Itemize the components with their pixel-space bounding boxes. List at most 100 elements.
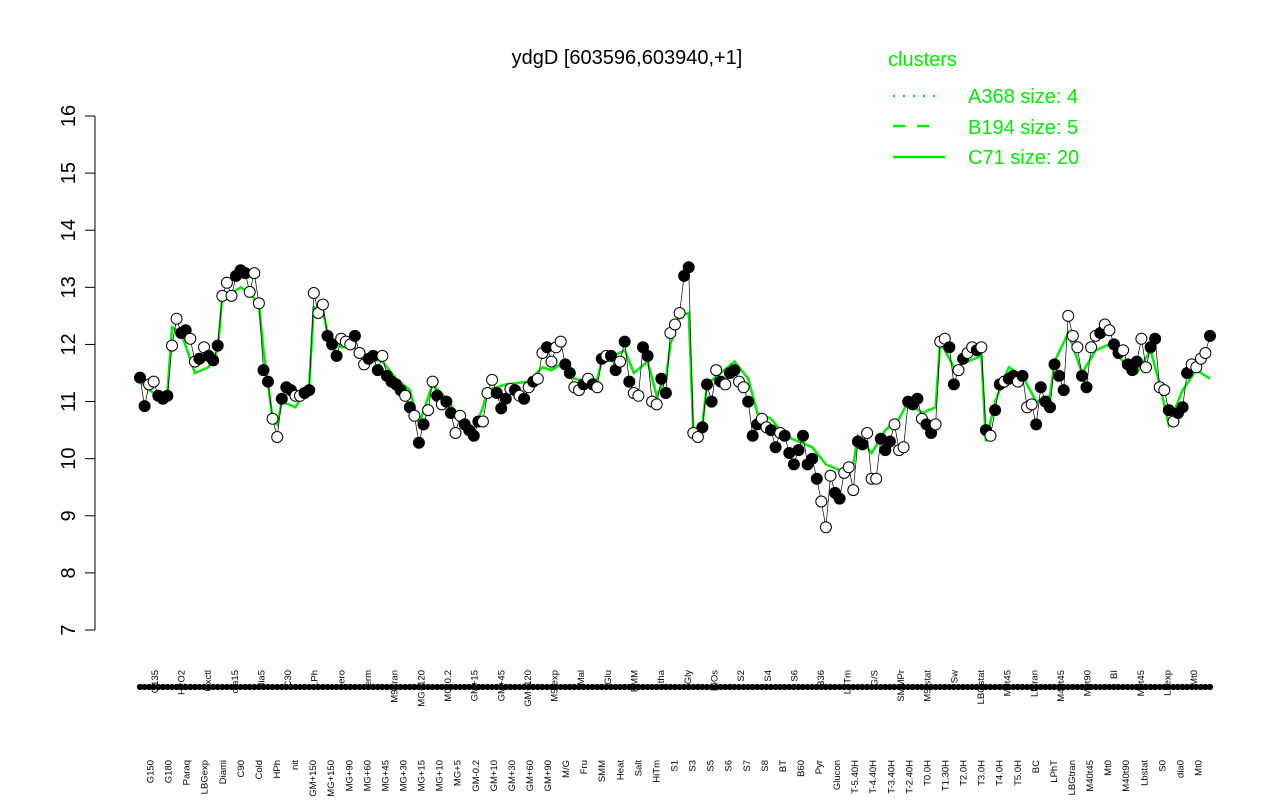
data-point (696, 421, 709, 434)
x-category-label: T1.30H (941, 760, 952, 791)
x-category-label: MG+15 (417, 760, 428, 791)
data-point (166, 339, 178, 352)
data-point (746, 429, 759, 442)
data-point (303, 384, 316, 397)
x-category-label: S4 (763, 670, 774, 682)
x-category-label: HiTm (651, 760, 662, 783)
data-point (911, 392, 924, 405)
x-category-label: Lbexp (1163, 670, 1174, 696)
x-category-label: GM+120 (523, 670, 534, 707)
x-category-label: BT (778, 760, 789, 772)
data-point (1030, 418, 1043, 431)
data-point (605, 349, 617, 362)
legend-title: clusters (888, 49, 957, 71)
data-point (1149, 332, 1162, 345)
data-point (710, 364, 723, 377)
data-point (888, 418, 901, 431)
x-category-label: GM+60 (525, 760, 536, 791)
x-category-label: GM+90 (543, 760, 554, 791)
x-category-label: SMMPr (896, 670, 907, 702)
x-category-label: Salt (633, 760, 644, 777)
x-category-label: HPh (272, 760, 283, 778)
data-point (641, 349, 654, 362)
data-point (1048, 358, 1061, 371)
x-category-label: S3 (688, 760, 699, 772)
data-point (787, 458, 800, 471)
data-point (1117, 344, 1130, 357)
data-point (1053, 369, 1066, 382)
x-category-label: Oxctl (203, 670, 214, 692)
data-point (984, 429, 997, 442)
data-points (134, 261, 1216, 534)
data-point (810, 472, 823, 485)
data-point (499, 392, 512, 405)
data-point (943, 341, 956, 354)
data-point (655, 372, 668, 385)
data-point (225, 289, 238, 302)
x-category-label: G150 (146, 760, 157, 783)
data-point (266, 412, 279, 425)
x-category-label: Heat (615, 760, 626, 780)
data-point (673, 307, 686, 319)
x-category-label: GM+150 (308, 760, 319, 797)
x-category-label: GM-0.2 (471, 760, 482, 792)
data-point (316, 298, 329, 311)
data-point (742, 395, 755, 408)
x-category-label: Mt0 (1103, 760, 1114, 776)
data-point (426, 375, 439, 388)
x-category-label: Mal (576, 670, 587, 685)
y-tick-label: 16 (58, 105, 80, 127)
x-category-label: LBGtran (1067, 760, 1078, 795)
data-point (412, 436, 425, 449)
data-point (449, 427, 462, 439)
data-point (271, 431, 284, 443)
data-point (554, 335, 567, 348)
data-point (929, 418, 942, 431)
x-category-label: G135 (150, 670, 161, 693)
data-point (531, 372, 544, 385)
data-point (856, 438, 869, 451)
cluster-line-c71 (139, 285, 1211, 472)
x-category-label: M9-stat (923, 670, 934, 702)
x-category-label: H2O2 (177, 670, 188, 695)
x-category-label: MG-0.2 (443, 670, 454, 702)
data-point (326, 338, 339, 351)
data-point (495, 402, 508, 415)
x-category-label: T0.0H (922, 760, 933, 786)
data-point (769, 441, 782, 454)
data-point (682, 261, 695, 274)
x-category-label: T4.0H (995, 760, 1006, 786)
x-category-label: C90 (236, 760, 247, 777)
x-category-label: Sw (949, 670, 960, 683)
y-tick-label: 12 (58, 333, 80, 355)
x-category-label: B60 (796, 760, 807, 777)
x-category-label: MG+10 (435, 760, 446, 791)
data-point (1062, 309, 1075, 322)
data-point (262, 375, 274, 388)
data-point (1140, 361, 1152, 374)
data-point (353, 347, 366, 359)
x-category-label: S6 (789, 670, 800, 682)
x-category-label: M40t45 (1056, 670, 1067, 702)
x-category-label: M0t45 (1003, 670, 1014, 696)
data-point (252, 297, 265, 310)
x-tick-marker (1206, 683, 1214, 691)
data-point (545, 355, 558, 368)
x-category-label: LoTm (843, 670, 854, 694)
x-category-label: Diami (218, 760, 229, 784)
x-category-label: Cold (254, 760, 265, 780)
data-point (1158, 384, 1171, 397)
data-point (719, 378, 732, 391)
data-point (518, 392, 531, 405)
x-category-label: GM+45 (496, 670, 507, 701)
x-category-label: dia15 (230, 670, 241, 693)
x-category-label: S2 (736, 670, 747, 682)
y-tick-label: 7 (58, 624, 80, 635)
data-point (1204, 329, 1216, 342)
x-category-label: LPhT (1049, 760, 1060, 783)
x-category-label: S8 (760, 760, 771, 772)
data-point (134, 371, 146, 384)
x-category-label: T2.0H (959, 760, 970, 786)
data-point (170, 312, 183, 325)
